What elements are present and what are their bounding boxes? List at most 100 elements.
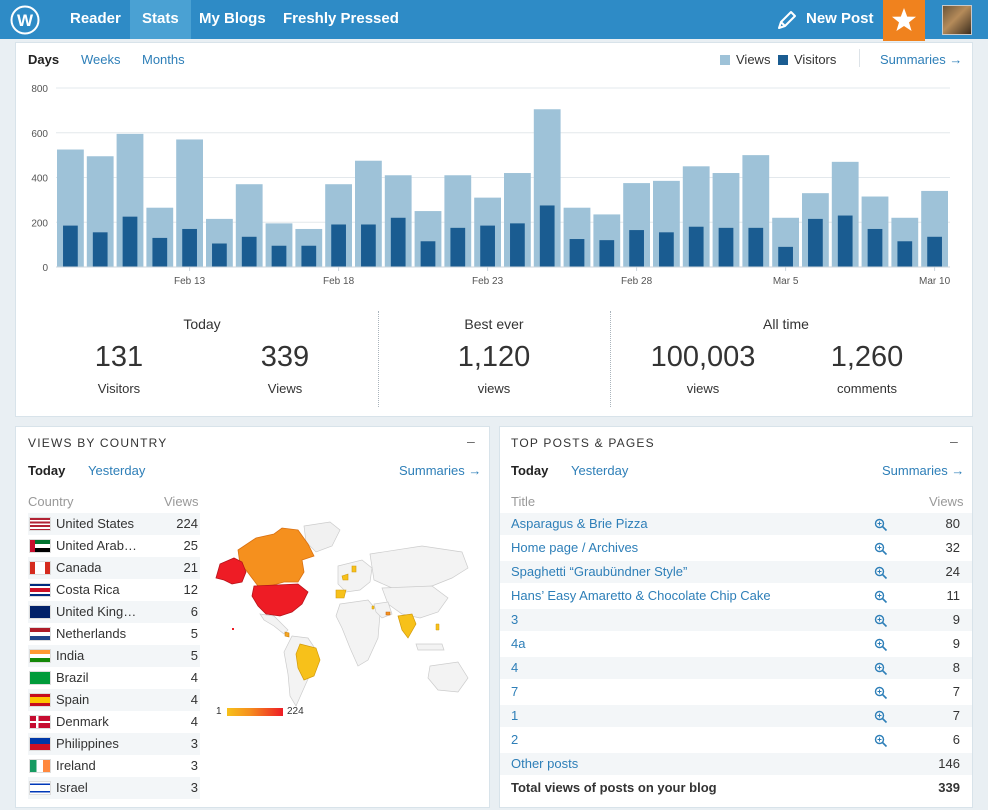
visitors-bar[interactable]	[122, 216, 138, 267]
post-title-link[interactable]: Home page / Archives	[511, 540, 639, 555]
notifications-star-button[interactable]	[883, 0, 925, 41]
post-title-link[interactable]: Hans’ Easy Amaretto & Chocolate Chip Cak…	[511, 588, 771, 603]
wordpress-logo-icon[interactable]: W	[8, 4, 48, 35]
country-row[interactable]: Netherlands 5	[28, 623, 200, 645]
visitors-bar[interactable]	[152, 237, 168, 267]
country-row[interactable]: Denmark 4	[28, 711, 200, 733]
country-row[interactable]: Spain 4	[28, 689, 200, 711]
all-time-comments-value: 1,260	[830, 341, 904, 373]
tab-today[interactable]: Today	[28, 463, 66, 478]
post-views: 24	[945, 564, 960, 579]
visitors-bar[interactable]	[688, 226, 704, 267]
visitors-bar[interactable]	[569, 239, 585, 267]
country-row[interactable]: United States 224	[28, 513, 200, 535]
collapse-button[interactable]: –	[467, 433, 475, 449]
user-avatar[interactable]	[942, 5, 972, 35]
country-row[interactable]: Philippines 3	[28, 733, 200, 755]
country-name: United States	[56, 516, 135, 531]
country-row[interactable]: United Arab… 25	[28, 535, 200, 557]
y-tick-label: 800	[31, 84, 48, 95]
post-title-link[interactable]: 4a	[511, 636, 526, 651]
country-name: Israel	[56, 780, 88, 795]
post-title-link[interactable]: Spaghetti “Graubündner Style”	[511, 564, 688, 579]
visitors-bar[interactable]	[420, 241, 436, 267]
tab-days[interactable]: Days	[28, 52, 60, 67]
visitors-bar[interactable]	[271, 245, 287, 267]
country-row[interactable]: India 5	[28, 645, 200, 667]
visitors-bar[interactable]	[241, 236, 257, 267]
zoom-icon[interactable]	[874, 565, 888, 587]
views-bar-chart: 0 200 400 600 800 Feb 13 Feb 18 Feb 23 Feb 28 Mar…	[31, 84, 950, 287]
other-posts-link[interactable]: Other posts	[511, 756, 579, 771]
y-tick-label: 200	[31, 218, 48, 229]
post-title-link[interactable]: 1	[511, 708, 519, 723]
nav-stats[interactable]: Stats	[130, 0, 191, 39]
zoom-icon[interactable]	[874, 541, 888, 563]
visitors-bar[interactable]	[480, 225, 495, 267]
zoom-icon[interactable]	[874, 637, 888, 659]
country-row[interactable]: Israel 3	[28, 777, 200, 799]
tab-yesterday[interactable]: Yesterday	[571, 463, 629, 478]
country-row[interactable]: United King… 6	[28, 601, 200, 623]
visitors-bar[interactable]	[361, 224, 376, 267]
visitors-bar[interactable]	[510, 223, 525, 267]
zoom-icon[interactable]	[874, 709, 888, 731]
tab-today[interactable]: Today	[511, 463, 549, 478]
visitors-bar[interactable]	[63, 225, 78, 267]
visitors-bar[interactable]	[539, 205, 555, 267]
summaries-link[interactable]: Summaries →	[882, 463, 965, 478]
visitors-bar[interactable]	[182, 228, 197, 267]
zoom-icon[interactable]	[874, 613, 888, 635]
summaries-link[interactable]: Summaries →	[880, 52, 963, 67]
post-title-link[interactable]: 3	[511, 612, 519, 627]
visitors-bar[interactable]	[718, 227, 734, 267]
best-ever-label: views	[477, 381, 511, 396]
country-row[interactable]: Canada 21	[28, 557, 200, 579]
visitors-bar[interactable]	[837, 215, 853, 267]
visitors-bar[interactable]	[808, 218, 823, 267]
visitors-bar[interactable]	[450, 227, 466, 267]
visitors-bar[interactable]	[927, 236, 942, 267]
visitors-bar[interactable]	[331, 224, 346, 267]
new-post-button[interactable]: New Post	[772, 0, 877, 39]
x-tick-label: Feb 23	[472, 276, 504, 287]
post-title-link[interactable]: 2	[511, 732, 519, 747]
zoom-icon[interactable]	[874, 661, 888, 683]
zoom-icon[interactable]	[874, 517, 888, 539]
zoom-icon[interactable]	[874, 685, 888, 707]
visitors-bar[interactable]	[778, 246, 793, 267]
country-row[interactable]: Costa Rica 12	[28, 579, 200, 601]
tab-weeks[interactable]: Weeks	[81, 52, 121, 67]
country-name: Netherlands	[56, 626, 127, 641]
tab-yesterday[interactable]: Yesterday	[88, 463, 146, 478]
visitors-bar[interactable]	[659, 232, 674, 267]
nav-reader[interactable]: Reader	[70, 10, 121, 27]
nav-my-blogs[interactable]: My Blogs	[199, 10, 266, 27]
tab-months[interactable]: Months	[142, 52, 185, 67]
visitors-bar[interactable]	[629, 230, 644, 267]
visitors-bar[interactable]	[390, 217, 406, 267]
svg-text:W: W	[17, 11, 34, 30]
column-views: Views	[164, 494, 199, 509]
visitors-bar[interactable]	[212, 243, 227, 267]
post-title-link[interactable]: 7	[511, 684, 519, 699]
visitors-bar[interactable]	[897, 241, 913, 267]
country-row[interactable]: Ireland 3	[28, 755, 200, 777]
zoom-icon[interactable]	[874, 733, 888, 755]
stats-separator	[378, 311, 379, 407]
nav-freshly-pressed[interactable]: Freshly Pressed	[283, 10, 399, 27]
zoom-icon[interactable]	[874, 589, 888, 611]
column-country: Country	[28, 494, 74, 509]
visitors-bar[interactable]	[748, 227, 764, 267]
collapse-button[interactable]: –	[950, 433, 958, 449]
visitors-bar[interactable]	[867, 228, 883, 267]
visitors-bar[interactable]	[599, 240, 615, 267]
country-row[interactable]: Brazil 4	[28, 667, 200, 689]
post-title-link[interactable]: 4	[511, 660, 519, 675]
summaries-link[interactable]: Summaries →	[399, 463, 482, 478]
visitors-bar[interactable]	[301, 245, 317, 267]
post-title-link[interactable]: Asparagus & Brie Pizza	[511, 516, 648, 531]
country-views: 3	[190, 780, 198, 795]
post-views: 9	[952, 612, 960, 627]
visitors-bar[interactable]	[92, 232, 108, 267]
